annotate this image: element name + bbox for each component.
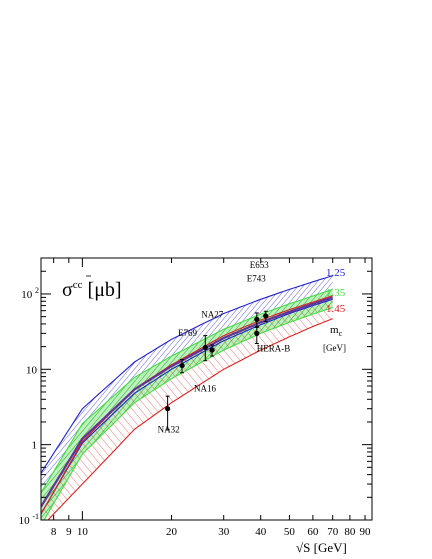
upper-curve-1-45 bbox=[41, 295, 333, 515]
label-na32: NA32 bbox=[158, 425, 180, 435]
x-tick-label: 50 bbox=[284, 526, 296, 538]
lower-curve-1-45 bbox=[47, 318, 333, 520]
legend-title: mc bbox=[330, 324, 343, 338]
plot-frame bbox=[40, 257, 373, 521]
legend-value-1-45: 1.45 bbox=[326, 303, 346, 315]
legend-unit: [GeV] bbox=[323, 343, 346, 353]
band-edge-curves bbox=[41, 275, 334, 520]
x-tick-label: 9 bbox=[66, 526, 72, 538]
label-e653: E653 bbox=[250, 260, 269, 270]
x-tick-label: 40 bbox=[255, 526, 267, 538]
y-tick-label: 10 2 bbox=[21, 286, 39, 301]
y-tick-label: 10 bbox=[26, 364, 38, 376]
label-na16: NA16 bbox=[194, 384, 216, 394]
x-tick-label: 30 bbox=[218, 526, 230, 538]
band-1-45 bbox=[41, 295, 333, 520]
label-hera-b: HERA-B bbox=[257, 343, 291, 353]
label-e769: E769 bbox=[178, 328, 197, 338]
lower-curve-1-35 bbox=[43, 306, 333, 520]
legend-value-1-25: 1.25 bbox=[326, 267, 346, 279]
point-na32 bbox=[165, 406, 171, 412]
upper-curve-1-25 bbox=[41, 275, 333, 474]
x-tick-label: 60 bbox=[307, 526, 319, 538]
chart-title: σcc [μb] bbox=[62, 279, 122, 301]
x-tick-label: 10 bbox=[77, 526, 89, 538]
point-e653 bbox=[263, 313, 269, 319]
axes: 8 9 10 20 30 40 50 60 70 80 90 10 -1 1 10 10 2 bbox=[19, 257, 373, 538]
x-tick-label: 20 bbox=[166, 526, 178, 538]
point-e743 bbox=[254, 316, 260, 322]
point-na27 bbox=[202, 344, 208, 351]
x-axis-label: √S [GeV] bbox=[296, 540, 347, 555]
legend-value-1-35: 1.35 bbox=[326, 287, 346, 299]
data-points: NA32 NA16 NA27 E769 HERA-B E743 E653 bbox=[158, 260, 291, 435]
x-tick-label: 8 bbox=[51, 526, 57, 538]
label-e743: E743 bbox=[247, 273, 266, 283]
point-hera-b bbox=[254, 330, 260, 336]
lower-curve-1-25 bbox=[41, 298, 333, 515]
x-tick-label: 80 bbox=[344, 526, 356, 538]
legend: 1.25 1.35 1.45 mc [GeV] bbox=[323, 267, 346, 353]
point-na16 bbox=[179, 362, 185, 369]
y-tick-label: 1 bbox=[32, 440, 38, 452]
y-tick-label: 10 -1 bbox=[19, 512, 39, 527]
central-curve bbox=[41, 296, 334, 508]
upper-curve-1-35 bbox=[41, 288, 333, 493]
point-e769 bbox=[209, 347, 215, 353]
label-na27: NA27 bbox=[201, 309, 223, 319]
x-tick-label: 70 bbox=[327, 526, 339, 538]
x-tick-label: 90 bbox=[360, 526, 372, 538]
